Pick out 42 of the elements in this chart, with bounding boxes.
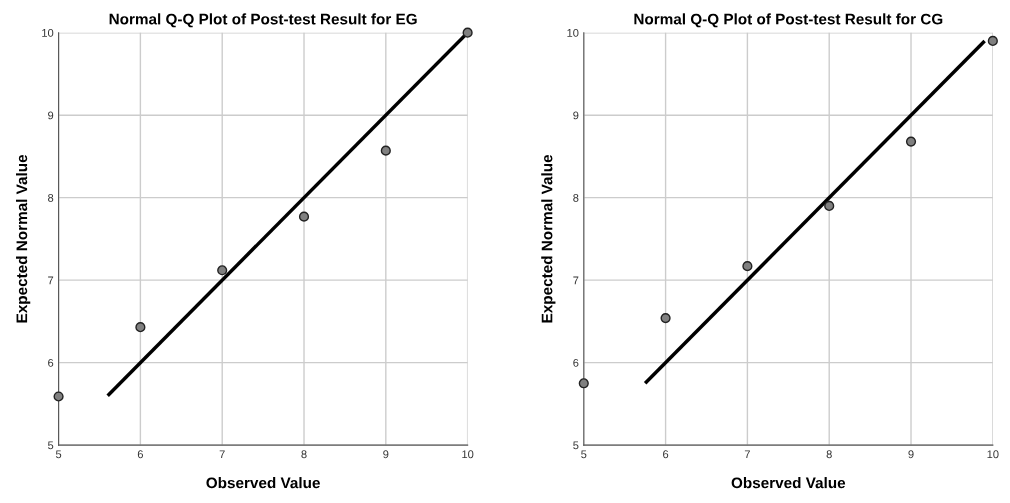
point bbox=[987, 35, 998, 47]
point bbox=[217, 265, 228, 276]
point bbox=[380, 145, 391, 156]
y-axis-title: Expected Normal Value bbox=[541, 154, 556, 323]
y-tick-label: 9 bbox=[573, 111, 579, 120]
x-tick-label: 8 bbox=[826, 450, 832, 459]
point bbox=[660, 313, 671, 324]
x-tick-label: 6 bbox=[137, 450, 143, 459]
y-tick-label: 6 bbox=[48, 358, 54, 367]
point bbox=[135, 322, 146, 333]
x-tick-label: 9 bbox=[383, 450, 389, 459]
x-axis-title: Observed Value bbox=[731, 477, 846, 489]
y-tick-label: 5 bbox=[573, 441, 579, 450]
x-tick-label: 9 bbox=[908, 450, 914, 459]
chart-title: Normal Q-Q Plot of Post-test Result for EG bbox=[109, 13, 417, 28]
chart-title: Normal Q-Q Plot of Post-test Result for CG bbox=[634, 13, 943, 28]
point bbox=[53, 391, 64, 402]
x-axis-title: Observed Value bbox=[206, 477, 320, 489]
x-tick-label: 5 bbox=[55, 450, 62, 459]
y-tick-label: 6 bbox=[573, 358, 579, 367]
point bbox=[578, 378, 589, 389]
x-tick-label: 8 bbox=[301, 450, 307, 459]
point bbox=[742, 261, 753, 272]
x-tick-label: 10 bbox=[462, 450, 474, 459]
y-tick-label: 9 bbox=[48, 111, 54, 120]
x-tick-label: 7 bbox=[744, 450, 750, 459]
point bbox=[824, 200, 835, 212]
x-tick-label: 10 bbox=[987, 450, 999, 459]
point bbox=[462, 27, 473, 38]
point bbox=[905, 136, 917, 147]
y-tick-label: 7 bbox=[48, 276, 54, 285]
x-tick-label: 6 bbox=[663, 450, 669, 459]
x-tick-label: 5 bbox=[581, 450, 587, 459]
y-tick-label: 8 bbox=[48, 193, 54, 202]
point bbox=[298, 211, 310, 222]
y-tick-label: 8 bbox=[573, 193, 579, 202]
y-tick-label: 5 bbox=[47, 441, 54, 450]
y-axis-title: Expected Normal Value bbox=[16, 154, 31, 323]
x-tick-label: 7 bbox=[219, 450, 225, 459]
y-tick-label: 7 bbox=[573, 276, 579, 285]
y-tick-label: 10 bbox=[567, 28, 579, 37]
y-tick-label: 10 bbox=[42, 28, 54, 37]
